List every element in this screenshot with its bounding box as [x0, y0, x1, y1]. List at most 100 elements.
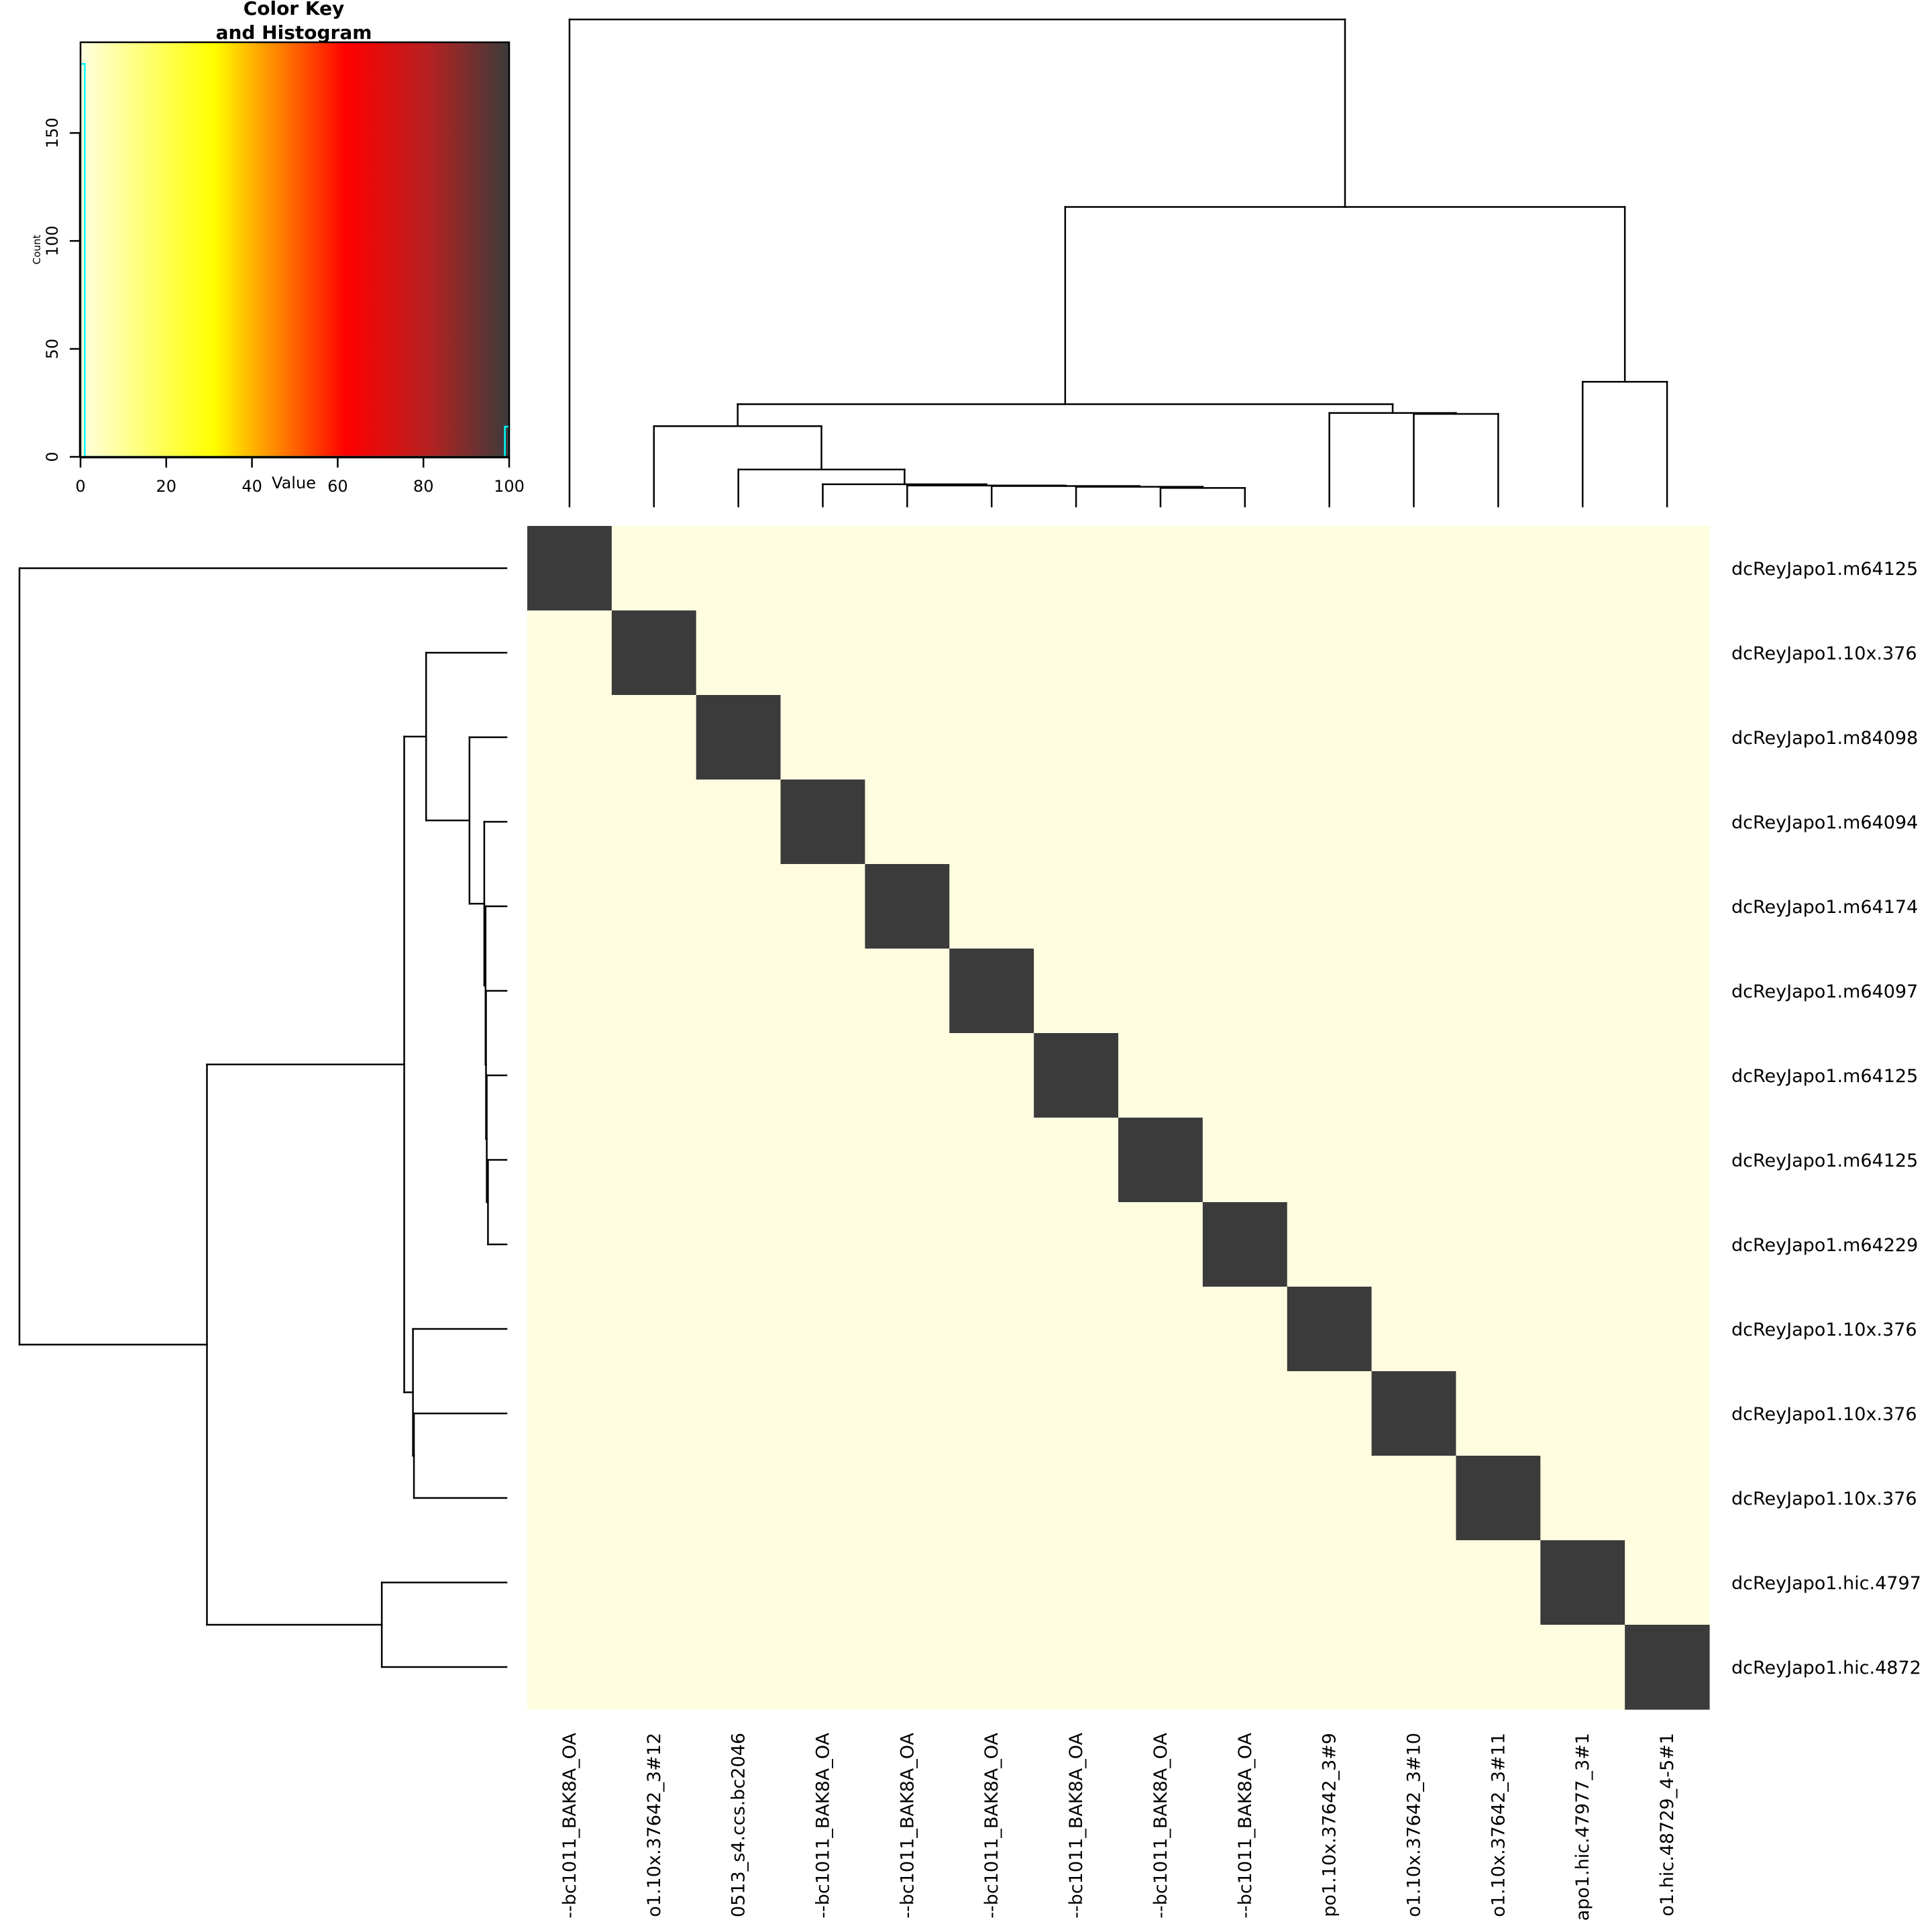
heatmap-cell	[1034, 610, 1119, 696]
heatmap-cell	[1034, 1202, 1119, 1287]
column-label: --bc1011_BAK8A_OA	[813, 1732, 834, 1918]
heatmap-cell	[1287, 1456, 1373, 1541]
heatmap-cell	[1625, 1033, 1710, 1118]
heatmap-cell	[865, 1371, 950, 1456]
heatmap-cell	[1034, 1033, 1119, 1118]
heatmap-cell	[780, 1033, 866, 1118]
heatmap-cell	[527, 780, 612, 865]
heatmap-cell	[1118, 1540, 1203, 1625]
heatmap-cell	[780, 1625, 866, 1710]
column-label: --bc1011_BAK8A_OA	[1066, 1732, 1087, 1918]
heatmap-cell	[1625, 1202, 1710, 1287]
heatmap-cell	[949, 695, 1034, 780]
heatmap-cell	[527, 1033, 612, 1118]
heatmap-cell	[611, 526, 697, 611]
column-label: o1.10x.37642_3#11	[1488, 1733, 1509, 1917]
heatmap-cell	[1540, 864, 1625, 949]
heatmap-cell	[1202, 780, 1288, 865]
heatmap-cell	[949, 1287, 1034, 1372]
heatmap-cell	[1456, 1287, 1541, 1372]
heatmap-cell	[1371, 610, 1457, 696]
heatmap-cell	[1456, 1371, 1541, 1456]
column-labels: --bc1011_BAK8A_OA o1.10x.37642_3#12 0513_s…	[559, 1732, 1678, 1921]
heatmap-cell	[865, 695, 950, 780]
heatmap-cell	[1202, 1287, 1288, 1372]
heatmap-cell	[1118, 1202, 1203, 1287]
heatmap-cell	[696, 695, 782, 780]
heatmap-cell	[1202, 1540, 1288, 1625]
heatmap-cell	[1034, 1371, 1119, 1456]
heatmap-cell	[1625, 610, 1710, 696]
column-label: o1.10x.37642_3#12	[644, 1733, 665, 1917]
heatmap-cell	[527, 864, 612, 949]
heatmap-cell	[1034, 1540, 1119, 1625]
row-label: dcReyJapo1.m84098	[1731, 728, 1918, 749]
heatmap-cell	[1202, 1456, 1288, 1541]
color-key-xlabel: Value	[272, 474, 316, 492]
heatmap-cell	[1118, 1287, 1203, 1372]
heatmap-cell	[780, 949, 866, 1034]
heatmap-cell	[1287, 1371, 1373, 1456]
heatmap-cell	[696, 1118, 782, 1203]
heatmap-cell	[1118, 949, 1203, 1034]
row-label: dcReyJapo1.10x.376	[1731, 1320, 1917, 1340]
heatmap-cell	[1034, 1456, 1119, 1541]
heatmap-cell	[780, 1202, 866, 1287]
heatmap-cell	[1287, 949, 1373, 1034]
heatmap-cell	[696, 526, 782, 611]
row-label: dcReyJapo1.10x.376	[1731, 1489, 1917, 1509]
y-tick-label: 150	[43, 117, 62, 148]
column-label: o1.hic.48729_4-5#1	[1657, 1733, 1678, 1917]
heatmap-cell	[1456, 1033, 1541, 1118]
heatmap-cell	[1371, 1456, 1457, 1541]
heatmap-cell	[1287, 610, 1373, 696]
heatmap-cell	[780, 1540, 866, 1625]
heatmap-cell	[611, 949, 697, 1034]
y-tick-label: 100	[43, 225, 62, 256]
heatmap-cell	[780, 864, 866, 949]
color-key-gradient	[80, 42, 509, 457]
heatmap-cell	[865, 864, 950, 949]
heatmap-cell	[949, 1540, 1034, 1625]
row-label: dcReyJapo1.10x.376	[1731, 1404, 1917, 1425]
heatmap-cell	[1287, 695, 1373, 780]
heatmap-cell	[611, 864, 697, 949]
column-label: --bc1011_BAK8A_OA	[1150, 1732, 1171, 1918]
heatmap-cell	[1456, 1202, 1541, 1287]
color-key-title-line2: and Histogram	[216, 21, 372, 44]
heatmap-cell	[865, 1456, 950, 1541]
x-tick-label: 60	[327, 477, 348, 496]
heatmap-cell	[527, 1202, 612, 1287]
heatmap-cell	[1034, 949, 1119, 1034]
heatmap-cell	[696, 949, 782, 1034]
heatmap-cells	[527, 526, 1710, 1710]
heatmap-cell	[696, 1287, 782, 1372]
column-label: apo1.hic.47977_3#1	[1572, 1733, 1593, 1921]
heatmap-cell	[1118, 1625, 1203, 1710]
heatmap-cell	[611, 1540, 697, 1625]
heatmap-cell	[865, 1118, 950, 1203]
column-label: 0513_s4.ccs.bc2046	[729, 1733, 749, 1917]
heatmap-cell	[1202, 864, 1288, 949]
heatmap-cell	[1456, 780, 1541, 865]
heatmap-cell	[1118, 1456, 1203, 1541]
heatmap-cell	[1625, 526, 1710, 611]
heatmap-cell	[949, 1456, 1034, 1541]
heatmap-cell	[696, 1033, 782, 1118]
heatmap-cell	[527, 1118, 612, 1203]
row-label: dcReyJapo1.m64125	[1731, 559, 1918, 580]
heatmap-cell	[1202, 949, 1288, 1034]
heatmap-cell	[1625, 1371, 1710, 1456]
column-label: --bc1011_BAK8A_OA	[981, 1732, 1002, 1918]
heatmap-cell	[1456, 1625, 1541, 1710]
heatmap-cell	[1371, 1287, 1457, 1372]
heatmap-cell	[780, 1456, 866, 1541]
heatmap-cell	[1540, 610, 1625, 696]
heatmap-cell	[611, 780, 697, 865]
column-label: --bc1011_BAK8A_OA	[1235, 1732, 1256, 1918]
heatmap-cell	[1371, 1118, 1457, 1203]
column-dendrogram	[568, 18, 1668, 508]
heatmap-cell	[696, 864, 782, 949]
heatmap-cell	[780, 1287, 866, 1372]
heatmap-cell	[780, 526, 866, 611]
